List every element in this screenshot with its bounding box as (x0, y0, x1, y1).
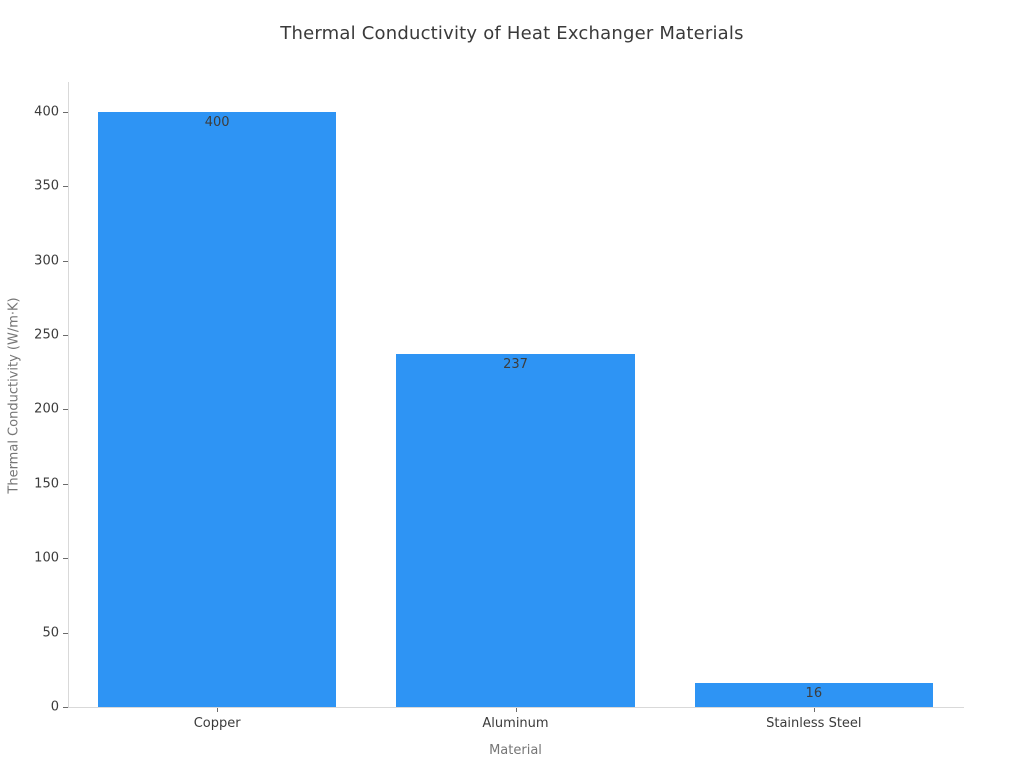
y-tick-label: 100 (34, 550, 59, 566)
x-tick-label-aluminum: Aluminum (482, 716, 549, 731)
y-tick-mark (63, 186, 68, 188)
bar-value-label: 237 (503, 357, 528, 373)
bar-value-label: 400 (204, 114, 230, 130)
x-tick-mark (813, 708, 815, 712)
y-tick-label: 150 (34, 476, 59, 492)
y-tick-mark (63, 558, 68, 560)
bar-value-label: 16 (805, 686, 823, 702)
y-tick-mark (63, 483, 68, 485)
bar-stainless-steel (694, 683, 934, 707)
y-tick-label: 300 (34, 253, 59, 269)
x-tick-label-copper: Copper (193, 716, 241, 731)
chart-title: Thermal Conductivity of Heat Exchanger M… (280, 23, 744, 44)
x-tick-mark (217, 708, 219, 712)
x-tick-label-stainless-steel: Stainless Steel (766, 716, 862, 731)
y-tick-mark (63, 707, 68, 708)
y-tick-label: 50 (42, 625, 59, 641)
bar-copper (97, 111, 337, 707)
y-tick-mark (63, 632, 68, 634)
x-axis-title: Material (489, 743, 542, 758)
y-tick-mark (63, 334, 68, 336)
y-tick-label: 200 (34, 401, 59, 417)
y-tick-mark (63, 409, 68, 411)
y-tick-mark (63, 111, 68, 113)
y-axis-title: Thermal Conductivity (W/m·K) (6, 297, 22, 494)
y-tick-mark (63, 260, 68, 262)
plot-area (68, 82, 964, 708)
y-tick-label: 250 (34, 327, 59, 343)
bar-aluminum (396, 354, 635, 707)
y-tick-label: 400 (34, 104, 59, 120)
y-tick-label: 0 (50, 699, 59, 715)
y-tick-label: 350 (34, 178, 59, 194)
x-tick-mark (515, 708, 517, 712)
